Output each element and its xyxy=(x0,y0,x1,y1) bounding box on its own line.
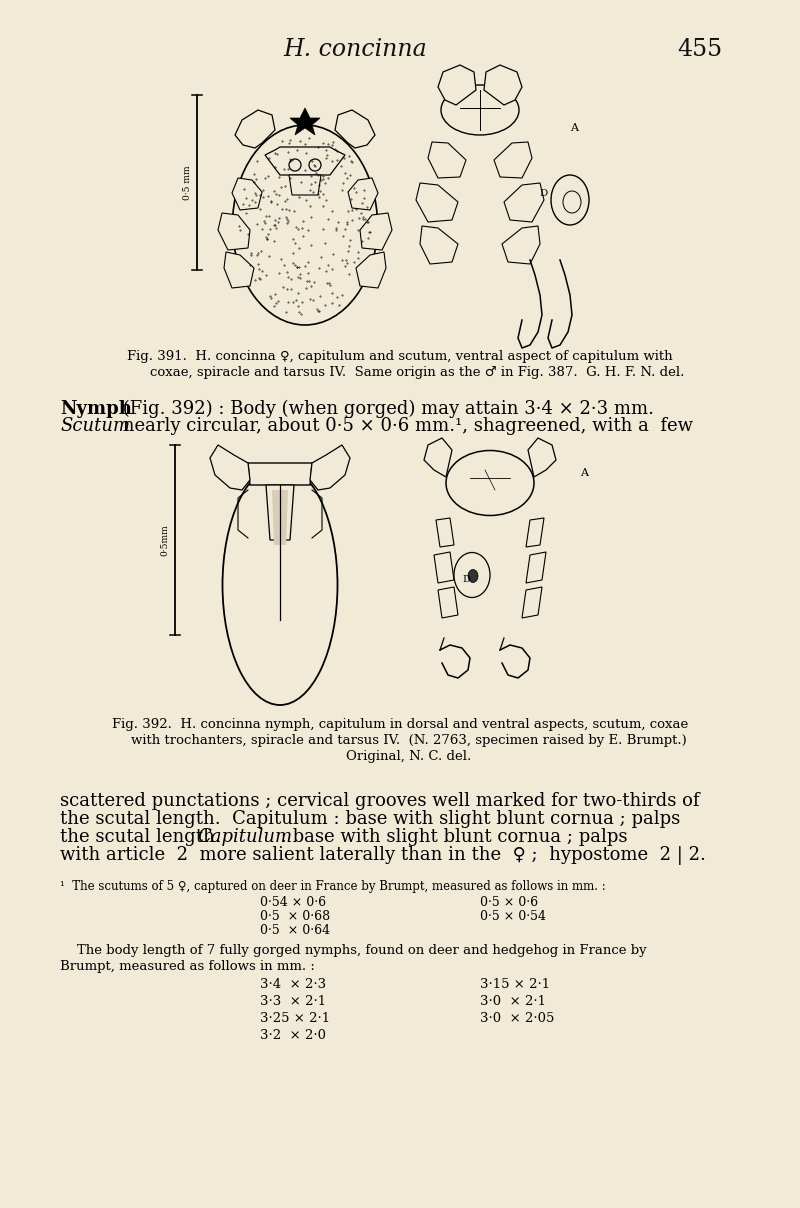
Polygon shape xyxy=(235,110,275,149)
Text: 3·0  × 2·1: 3·0 × 2·1 xyxy=(480,995,546,1007)
Polygon shape xyxy=(494,143,532,178)
Polygon shape xyxy=(528,439,556,477)
Polygon shape xyxy=(504,182,544,222)
Polygon shape xyxy=(310,445,350,490)
Text: Nymph: Nymph xyxy=(60,400,132,418)
Polygon shape xyxy=(522,587,542,618)
Polygon shape xyxy=(290,108,320,135)
Text: 3·25 × 2·1: 3·25 × 2·1 xyxy=(260,1012,330,1026)
Polygon shape xyxy=(436,518,454,547)
Text: the scutal length.: the scutal length. xyxy=(60,827,232,846)
Polygon shape xyxy=(416,182,458,222)
Text: Brumpt, measured as follows in mm. :: Brumpt, measured as follows in mm. : xyxy=(60,960,315,972)
Text: 3·0  × 2·05: 3·0 × 2·05 xyxy=(480,1012,554,1026)
Polygon shape xyxy=(265,147,345,175)
Ellipse shape xyxy=(446,451,534,516)
Text: 0·5 mm: 0·5 mm xyxy=(182,165,191,201)
Polygon shape xyxy=(526,552,546,583)
Text: Capitulum: Capitulum xyxy=(197,827,292,846)
Text: nearly circular, about 0·5 × 0·6 mm.¹, shagreened, with a  few: nearly circular, about 0·5 × 0·6 mm.¹, s… xyxy=(117,417,693,435)
Text: 3·4  × 2·3: 3·4 × 2·3 xyxy=(260,978,326,991)
Text: 3·3  × 2·1: 3·3 × 2·1 xyxy=(260,995,326,1007)
Text: The body length of 7 fully gorged nymphs, found on deer and hedgehog in France b: The body length of 7 fully gorged nymphs… xyxy=(60,943,646,957)
Polygon shape xyxy=(335,110,375,149)
Text: 0·5  × 0·68: 0·5 × 0·68 xyxy=(260,910,330,923)
Polygon shape xyxy=(502,226,540,265)
Polygon shape xyxy=(224,252,254,288)
Polygon shape xyxy=(360,213,392,250)
Polygon shape xyxy=(272,490,288,545)
Text: D: D xyxy=(540,188,548,197)
Text: the scutal length.  Capitulum : base with slight blunt cornua ; palps: the scutal length. Capitulum : base with… xyxy=(60,811,680,827)
Polygon shape xyxy=(526,518,544,547)
Text: 0·54 × 0·6: 0·54 × 0·6 xyxy=(260,896,326,908)
Text: with trochanters, spiracle and tarsus IV.  (N. 2763, specimen raised by E. Brump: with trochanters, spiracle and tarsus IV… xyxy=(114,734,686,747)
Text: coxae, spiracle and tarsus IV.  Same origin as the ♂ in Fig. 387.  G. H. F. N. d: coxae, spiracle and tarsus IV. Same orig… xyxy=(116,366,684,379)
Text: A: A xyxy=(580,467,588,478)
Text: 0·5mm: 0·5mm xyxy=(161,524,170,556)
Polygon shape xyxy=(266,484,294,540)
Text: scattered punctations ; cervical grooves well marked for two-thirds of: scattered punctations ; cervical grooves… xyxy=(60,792,699,811)
Polygon shape xyxy=(248,463,312,484)
Text: D: D xyxy=(462,575,470,585)
Text: Fig. 392.  H. concinna nymph, capitulum in dorsal and ventral aspects, scutum, c: Fig. 392. H. concinna nymph, capitulum i… xyxy=(112,718,688,731)
Polygon shape xyxy=(428,143,466,178)
Text: (Fig. 392) : Body (when gorged) may attain 3·4 × 2·3 mm.: (Fig. 392) : Body (when gorged) may atta… xyxy=(117,400,654,418)
Polygon shape xyxy=(438,587,458,618)
Text: A: A xyxy=(570,123,578,133)
Text: H. concinna: H. concinna xyxy=(283,37,427,60)
Polygon shape xyxy=(484,65,522,105)
Polygon shape xyxy=(218,213,250,250)
Circle shape xyxy=(309,159,321,172)
Polygon shape xyxy=(434,552,454,583)
Polygon shape xyxy=(210,445,250,490)
Text: Fig. 391.  H. concinna ♀, capitulum and scutum, ventral aspect of capitulum with: Fig. 391. H. concinna ♀, capitulum and s… xyxy=(127,350,673,362)
Text: 0·5 × 0·54: 0·5 × 0·54 xyxy=(480,910,546,923)
Circle shape xyxy=(289,159,301,172)
Ellipse shape xyxy=(454,552,490,598)
Polygon shape xyxy=(420,226,458,265)
Ellipse shape xyxy=(441,85,519,135)
Text: with article  2  more salient laterally than in the  ♀ ;  hypostome  2 | 2.: with article 2 more salient laterally th… xyxy=(60,846,706,865)
Text: 0·5  × 0·64: 0·5 × 0·64 xyxy=(260,924,330,937)
Polygon shape xyxy=(348,178,378,210)
Text: 455: 455 xyxy=(678,37,722,60)
Text: Scutum: Scutum xyxy=(60,417,130,435)
Ellipse shape xyxy=(468,569,478,582)
Ellipse shape xyxy=(222,465,338,705)
Text: 3·15 × 2·1: 3·15 × 2·1 xyxy=(480,978,550,991)
Polygon shape xyxy=(289,175,321,194)
Text: ¹  The scutums of 5 ♀, captured on deer in France by Brumpt, measured as follows: ¹ The scutums of 5 ♀, captured on deer i… xyxy=(60,879,606,893)
Ellipse shape xyxy=(563,191,581,213)
Polygon shape xyxy=(356,252,386,288)
Text: 3·2  × 2·0: 3·2 × 2·0 xyxy=(260,1029,326,1043)
Text: 0·5 × 0·6: 0·5 × 0·6 xyxy=(480,896,538,908)
Text: Original, N. C. del.: Original, N. C. del. xyxy=(329,750,471,763)
Ellipse shape xyxy=(551,175,589,225)
Polygon shape xyxy=(424,439,452,477)
Polygon shape xyxy=(438,65,476,105)
Text: : base with slight blunt cornua ; palps: : base with slight blunt cornua ; palps xyxy=(275,827,627,846)
Polygon shape xyxy=(232,178,262,210)
